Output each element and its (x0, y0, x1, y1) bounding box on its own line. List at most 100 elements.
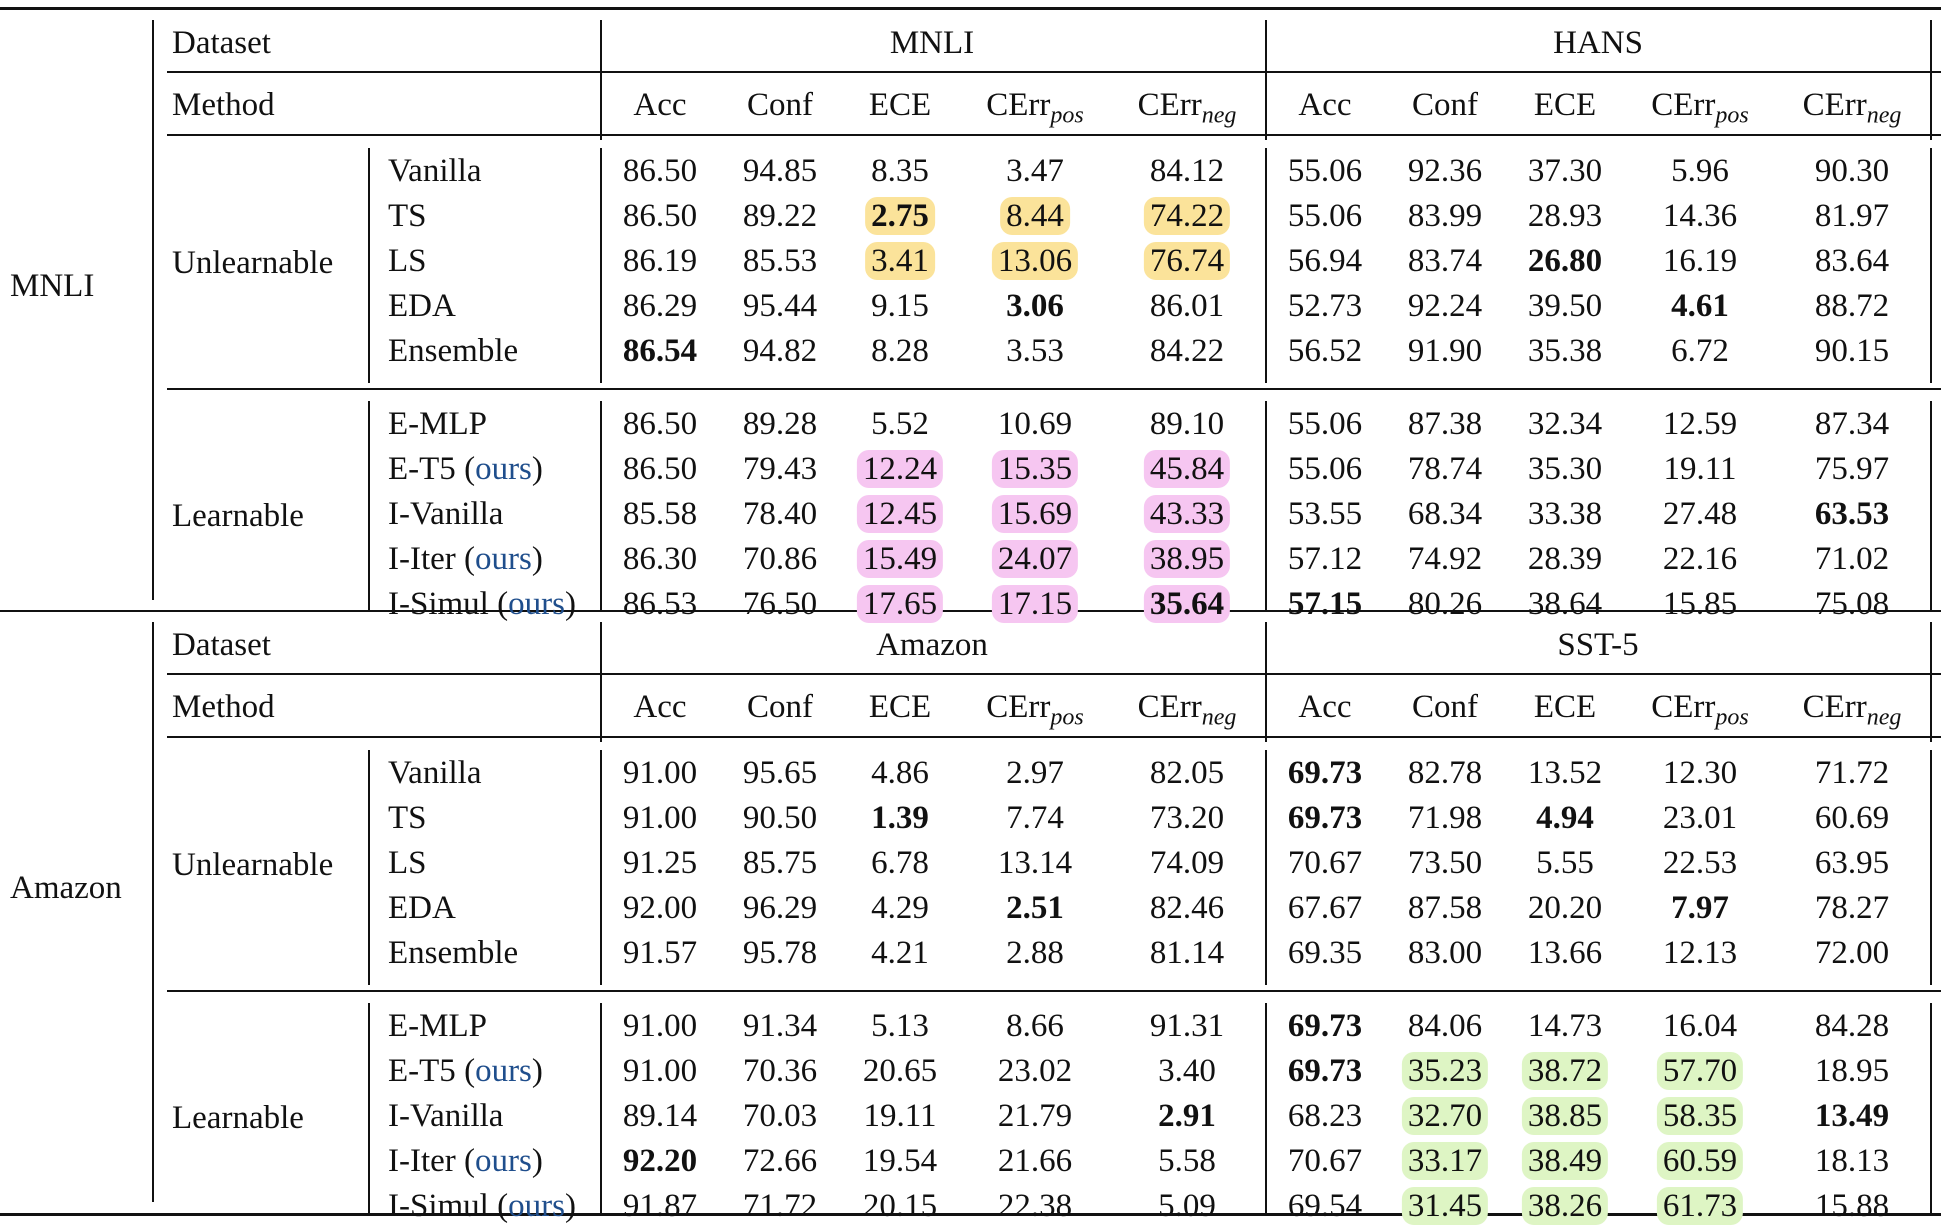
column-header: CErrneg (1138, 85, 1237, 129)
value-cell: 4.94 (1536, 800, 1594, 836)
column-separator (368, 750, 370, 985)
value-cell: 13.66 (1527, 935, 1603, 971)
column-separator (1265, 1003, 1267, 1213)
highlighted-value: 43.33 (1143, 495, 1231, 533)
column-header-base: CErr (986, 87, 1051, 123)
column-header: Acc (633, 87, 687, 123)
value-cell: 91.25 (622, 845, 698, 881)
value-cell: 3.06 (1006, 288, 1064, 324)
value-cell: 2.97 (1006, 755, 1064, 791)
ours-tag: ours (475, 1053, 532, 1089)
value-cell: 45.84 (1143, 449, 1231, 489)
column-separator (368, 1003, 370, 1213)
value-cell: 7.74 (1006, 800, 1064, 836)
value-cell: 86.50 (622, 406, 698, 442)
column-header-subscript: neg (1866, 704, 1902, 731)
value-cell: 86.30 (622, 541, 698, 577)
method-label: EDA (388, 890, 456, 926)
value-cell: 86.29 (622, 288, 698, 324)
value-cell: 86.50 (622, 153, 698, 189)
method-label: E-MLP (388, 406, 487, 442)
value-cell: 5.96 (1671, 153, 1729, 189)
column-header: Conf (1412, 689, 1478, 725)
value-cell: 91.57 (622, 935, 698, 971)
column-header: CErrpos (986, 687, 1084, 731)
column-header: Conf (747, 87, 813, 123)
method-name: I-Vanilla (388, 494, 503, 534)
value-cell: 5.55 (1536, 845, 1594, 881)
value-cell: 20.15 (862, 1188, 938, 1224)
column-header-base: CErr (1651, 87, 1716, 123)
value-cell: 56.94 (1287, 243, 1363, 279)
value-cell: 38.95 (1143, 539, 1231, 579)
value-cell: 89.28 (742, 406, 818, 442)
highlighted-value: 61.73 (1656, 1187, 1744, 1225)
value-cell: 16.19 (1662, 243, 1738, 279)
value-cell: 2.88 (1006, 935, 1064, 971)
value-cell: 24.07 (991, 539, 1079, 579)
column-header-subscript: pos (1715, 102, 1749, 129)
value-cell: 78.40 (742, 496, 818, 532)
column-header: ECE (1533, 87, 1597, 123)
value-cell: 82.46 (1149, 890, 1225, 926)
value-cell: 38.49 (1521, 1141, 1609, 1181)
value-cell: 31.45 (1401, 1186, 1489, 1226)
value-cell: 92.24 (1407, 288, 1483, 324)
highlighted-value: 60.59 (1656, 1142, 1744, 1180)
value-cell: 86.50 (622, 198, 698, 234)
value-cell: 23.01 (1662, 800, 1738, 836)
value-cell: 60.59 (1656, 1141, 1744, 1181)
column-header: CErrpos (1651, 85, 1749, 129)
method-label: I-Simul (388, 586, 489, 622)
value-cell: 69.54 (1287, 1188, 1363, 1224)
value-cell: 75.97 (1814, 451, 1890, 487)
value-cell: 6.78 (871, 845, 929, 881)
value-cell: 18.13 (1814, 1143, 1890, 1179)
value-cell: 19.11 (863, 1098, 937, 1134)
ours-tag: ours (475, 451, 532, 487)
value-cell: 68.34 (1407, 496, 1483, 532)
value-cell: 3.41 (865, 241, 935, 281)
value-cell: 91.00 (622, 755, 698, 791)
highlighted-value: 38.85 (1521, 1097, 1609, 1135)
value-cell: 72.66 (742, 1143, 818, 1179)
value-cell: 92.00 (622, 890, 698, 926)
value-cell: 5.52 (871, 406, 929, 442)
highlighted-value: 31.45 (1401, 1187, 1489, 1225)
method-name: EDA (388, 888, 456, 928)
value-cell: 87.34 (1814, 406, 1890, 442)
method-label: Vanilla (388, 153, 482, 189)
value-cell: 28.39 (1527, 541, 1603, 577)
value-cell: 76.74 (1143, 241, 1231, 281)
value-cell: 38.85 (1521, 1096, 1609, 1136)
value-cell: 14.36 (1662, 198, 1738, 234)
value-cell: 5.58 (1158, 1143, 1216, 1179)
value-cell: 74.09 (1149, 845, 1225, 881)
value-cell: 69.35 (1287, 935, 1363, 971)
column-header-subscript: neg (1866, 102, 1902, 129)
highlighted-value: 12.24 (856, 450, 944, 488)
value-cell: 96.29 (742, 890, 818, 926)
value-cell: 19.54 (862, 1143, 938, 1179)
value-cell: 12.13 (1662, 935, 1738, 971)
value-cell: 81.97 (1814, 198, 1890, 234)
value-cell: 38.72 (1521, 1051, 1609, 1091)
highlighted-value: 38.95 (1143, 540, 1231, 578)
method-name: Ensemble (388, 933, 518, 973)
rule-line (167, 134, 1941, 136)
column-separator (1265, 401, 1267, 611)
column-separator (1930, 622, 1932, 742)
method-label: Vanilla (388, 755, 482, 791)
value-cell: 10.69 (997, 406, 1073, 442)
value-cell: 9.15 (871, 288, 929, 324)
rule-line (0, 1213, 1941, 1216)
method-name: E-MLP (388, 1006, 487, 1046)
value-cell: 89.14 (622, 1098, 698, 1134)
value-cell: 35.38 (1527, 333, 1603, 369)
value-cell: 56.52 (1287, 333, 1363, 369)
column-separator (1265, 20, 1267, 140)
value-cell: 71.02 (1814, 541, 1890, 577)
value-cell: 91.00 (622, 800, 698, 836)
column-separator (1930, 1003, 1932, 1213)
column-separator (1930, 20, 1932, 140)
